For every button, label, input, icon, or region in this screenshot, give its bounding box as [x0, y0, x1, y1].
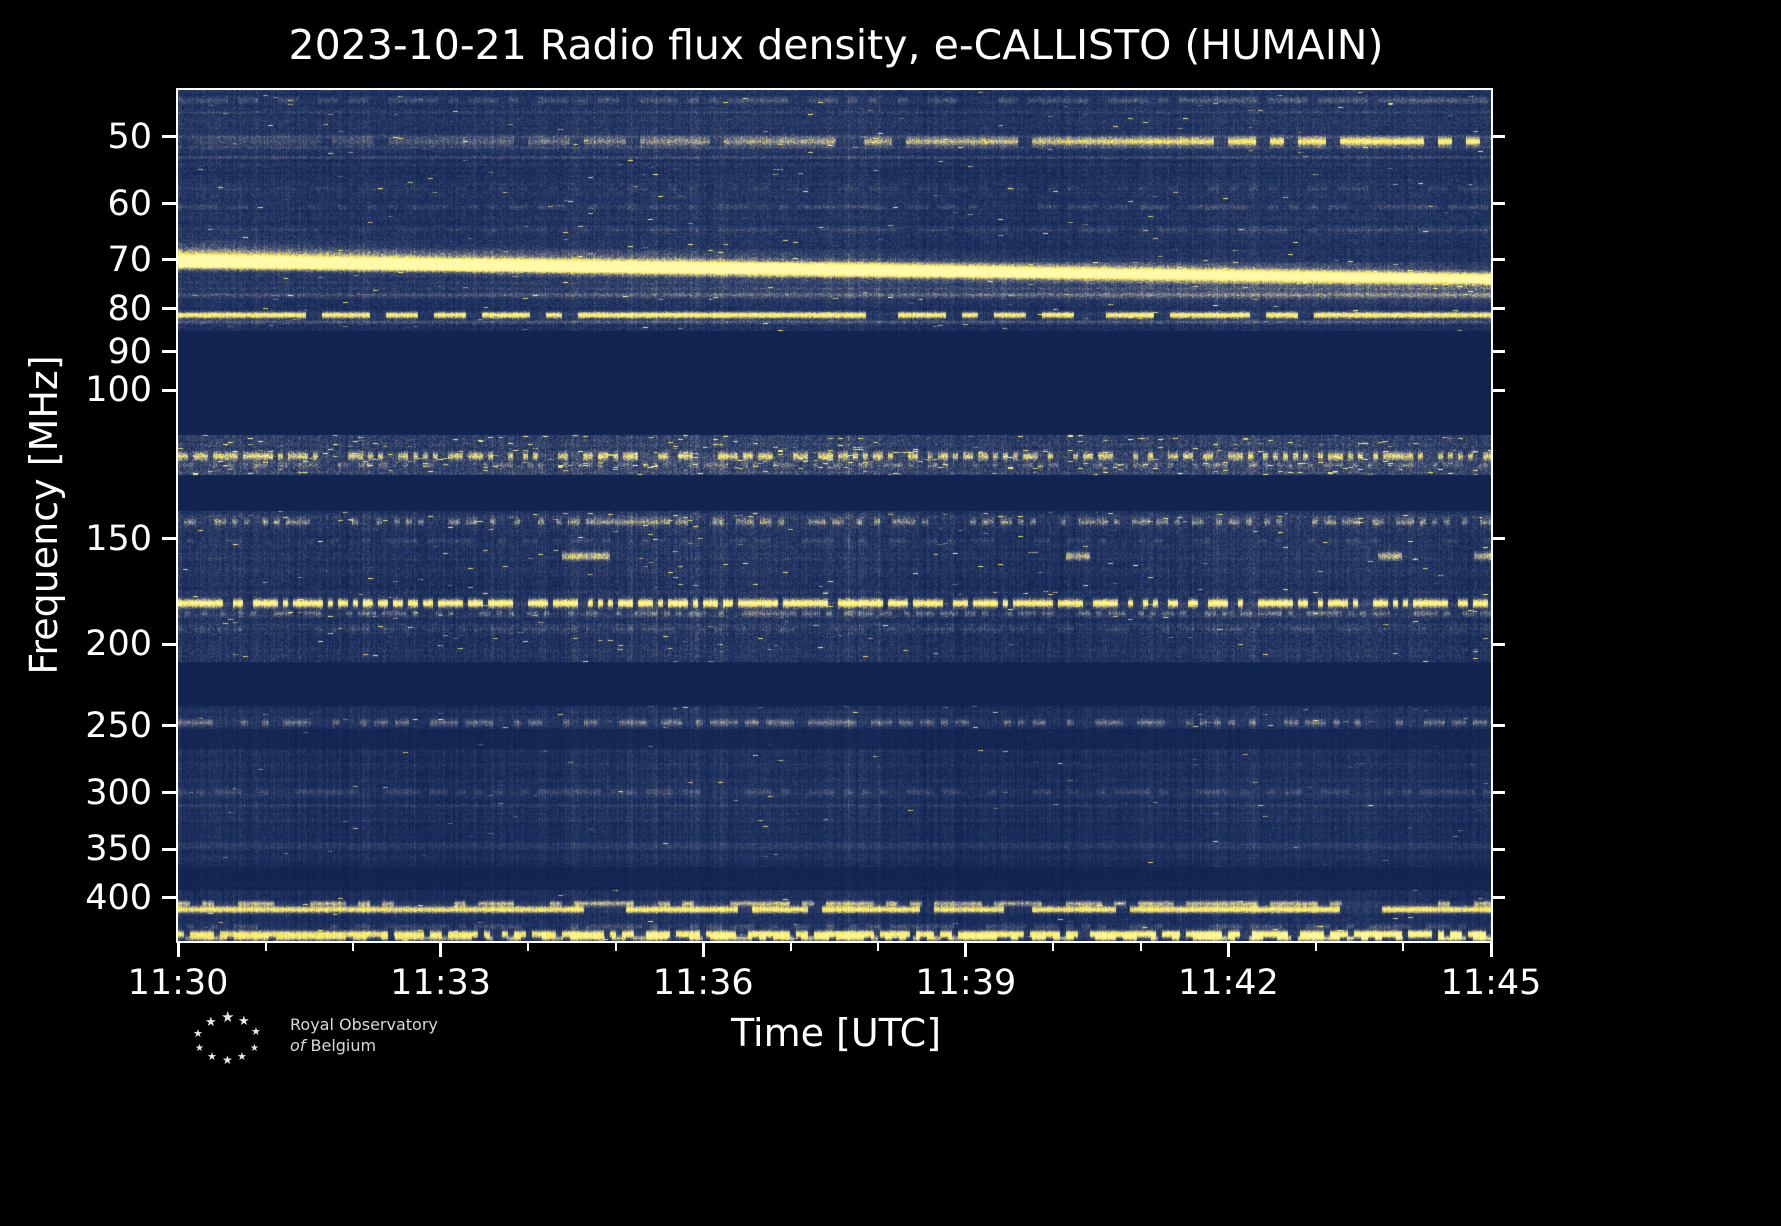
y-major-tick-right — [1493, 896, 1505, 900]
y-major-tick — [162, 135, 176, 139]
x-tick-label: 11:30 — [127, 963, 229, 1003]
y-major-tick-right — [1493, 537, 1505, 541]
y-tick-label: 200 — [85, 624, 152, 665]
y-major-tick-right — [1493, 642, 1505, 646]
star-icon: ★ — [193, 1027, 203, 1040]
rob-logo-line2: of Belgium — [290, 1036, 377, 1055]
y-major-tick — [162, 642, 176, 646]
y-major-tick-right — [1493, 791, 1505, 795]
x-major-tick — [701, 943, 705, 957]
x-major-tick — [1489, 943, 1493, 957]
x-minor-tick — [1139, 943, 1142, 951]
x-tick-label: 11:42 — [1177, 963, 1279, 1003]
y-major-tick — [162, 388, 176, 392]
y-major-tick-right — [1493, 258, 1505, 262]
y-tick-label: 100 — [85, 370, 152, 411]
y-major-tick — [162, 724, 176, 728]
y-major-tick — [162, 202, 176, 206]
chart-title: 2023-10-21 Radio flux density, e-CALLIST… — [288, 21, 1384, 69]
x-tick-label: 11:33 — [390, 963, 492, 1003]
y-major-tick-right — [1493, 388, 1505, 392]
x-minor-tick — [789, 943, 792, 951]
y-tick-label: 150 — [85, 518, 152, 559]
plot-frame — [176, 88, 1493, 943]
star-icon: ★ — [251, 1025, 261, 1038]
y-tick-label: 50 — [107, 116, 152, 157]
y-tick-label: 70 — [107, 239, 152, 280]
x-tick-label: 11:45 — [1440, 963, 1542, 1003]
x-minor-tick — [352, 943, 355, 951]
x-tick-label: 11:39 — [915, 963, 1017, 1003]
y-major-tick — [162, 307, 176, 311]
rob-logo-text: Royal Observatory of Belgium — [290, 1014, 438, 1056]
y-tick-label: 60 — [107, 183, 152, 224]
y-major-tick-right — [1493, 202, 1505, 206]
x-minor-tick — [1402, 943, 1405, 951]
x-major-tick — [964, 943, 968, 957]
x-minor-tick — [527, 943, 530, 951]
x-minor-tick — [614, 943, 617, 951]
y-major-tick — [162, 791, 176, 795]
y-tick-label: 250 — [85, 705, 152, 746]
x-major-tick — [1226, 943, 1230, 957]
star-icon: ★ — [250, 1043, 259, 1054]
star-icon: ★ — [222, 1053, 233, 1067]
star-icon: ★ — [205, 1015, 217, 1030]
y-major-tick-right — [1493, 135, 1505, 139]
x-major-tick — [176, 943, 180, 957]
x-minor-tick — [877, 943, 880, 951]
star-icon: ★ — [238, 1014, 250, 1029]
y-tick-label: 80 — [107, 288, 152, 329]
spectrogram-canvas — [178, 90, 1491, 941]
y-tick-label: 350 — [85, 829, 152, 870]
rob-logo-line1: Royal Observatory — [290, 1015, 438, 1034]
y-major-tick — [162, 847, 176, 851]
y-tick-label: 400 — [85, 877, 152, 918]
y-major-tick-right — [1493, 724, 1505, 728]
y-major-tick-right — [1493, 350, 1505, 354]
y-tick-label: 300 — [85, 772, 152, 813]
x-minor-tick — [264, 943, 267, 951]
x-minor-tick — [1052, 943, 1055, 951]
rob-logo: ★ ★ ★ ★ ★ ★ ★ ★ ★ ★ Royal Observatory of… — [185, 1008, 605, 1068]
x-axis-label: Time [UTC] — [730, 1011, 942, 1055]
y-major-tick — [162, 537, 176, 541]
star-icon: ★ — [221, 1008, 235, 1026]
y-major-tick-right — [1493, 847, 1505, 851]
y-major-tick — [162, 896, 176, 900]
star-icon: ★ — [237, 1050, 247, 1063]
y-tick-label: 90 — [107, 331, 152, 372]
y-major-tick-right — [1493, 307, 1505, 311]
y-major-tick — [162, 258, 176, 262]
star-icon: ★ — [207, 1050, 217, 1063]
x-minor-tick — [1314, 943, 1317, 951]
y-major-tick — [162, 350, 176, 354]
x-tick-label: 11:36 — [652, 963, 754, 1003]
x-major-tick — [439, 943, 443, 957]
star-icon: ★ — [195, 1043, 204, 1054]
